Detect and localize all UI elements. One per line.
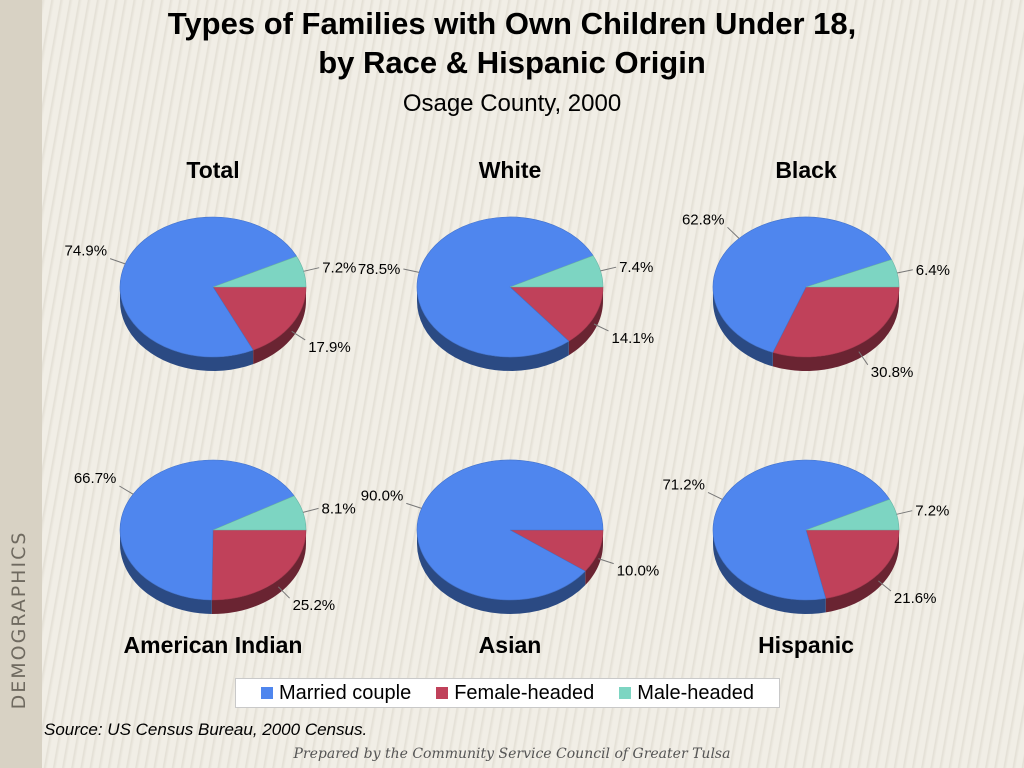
pie-slice-side	[211, 530, 306, 614]
label-leader-line	[707, 491, 723, 500]
pie-slice-married	[416, 459, 604, 601]
label-leader-line	[109, 258, 126, 265]
pie-slice-side	[417, 530, 586, 614]
pie-slice-side	[253, 287, 306, 365]
pie-data-label: 7.2%	[322, 260, 356, 277]
pie-data-label: 6.4%	[916, 262, 950, 279]
label-leader-line	[858, 351, 869, 366]
title-line-2: by Race & Hispanic Origin	[318, 45, 706, 80]
pie-slice-side	[120, 287, 254, 371]
pie-title: Asian	[479, 632, 542, 658]
pie-slice-married	[712, 216, 893, 353]
pie-data-label: 62.8%	[682, 211, 725, 228]
label-leader-line	[878, 580, 892, 592]
pie-title: Black	[775, 157, 837, 183]
pie-black: Black 30.8% 62.8% 6.4%	[682, 157, 950, 381]
label-leader-line	[406, 502, 422, 509]
pie-slice-married	[119, 459, 295, 601]
pie-slice-side	[825, 530, 899, 613]
pie-hispanic: Hispanic 21.6% 71.2% 7.2%	[662, 459, 949, 658]
pie-data-label: 21.6%	[894, 590, 937, 607]
legend: Married couple Female-headed Male-headed	[235, 678, 780, 708]
chart-subtitle: Osage County, 2000	[402, 90, 622, 117]
pie-data-label: 8.1%	[322, 500, 356, 517]
pie-data-label: 7.4%	[619, 259, 653, 276]
legend-swatch-married	[260, 687, 273, 699]
sidebar-band: DEMOGRAPHICS	[0, 0, 42, 768]
legend-label-married: Married couple	[278, 681, 412, 704]
pie-title: White	[479, 157, 542, 183]
pie-data-label: 74.9%	[65, 243, 108, 260]
label-leader-line	[291, 330, 306, 341]
pie-slice-female	[212, 286, 307, 351]
pie-data-label: 7.2%	[915, 503, 949, 520]
pie-data-label: 30.8%	[871, 364, 914, 381]
label-leader-line	[600, 266, 617, 272]
pie-white: White 14.1% 78.5% 7.4%	[358, 157, 654, 371]
pie-data-label: 10.0%	[617, 563, 660, 580]
pie-slice-side	[713, 287, 773, 367]
footer-credit: Prepared by the Community Service Counci…	[293, 746, 731, 762]
pie-slice-side	[417, 287, 569, 371]
label-leader-line	[598, 558, 614, 565]
pie-data-label: 78.5%	[358, 261, 401, 278]
pie-data-label: 25.2%	[293, 597, 336, 614]
pie-slice-male	[805, 259, 900, 288]
label-leader-line	[897, 269, 913, 274]
pie-slice-female	[211, 529, 307, 601]
pie-asian: Asian 10.0% 90.0%	[361, 459, 660, 658]
pie-data-label: 90.0%	[361, 487, 404, 504]
pie-slice-side	[713, 530, 826, 614]
pie-slice-female	[509, 286, 604, 342]
pie-total: Total 17.9% 74.9% 7.2%	[65, 157, 356, 371]
pie-data-label: 71.2%	[662, 476, 705, 493]
label-leader-line	[303, 267, 320, 272]
legend-label-female: Female-headed	[454, 681, 595, 704]
pie-data-label: 14.1%	[612, 330, 655, 347]
source-note: Source: US Census Bureau, 2000 Census.	[44, 720, 368, 739]
pie-title: Total	[186, 157, 239, 183]
pie-title: American Indian	[124, 632, 303, 658]
legend-label-male: Male-headed	[637, 681, 754, 704]
pie-slice-side	[585, 530, 603, 586]
label-leader-line	[403, 268, 420, 273]
legend-item-male: Male-headed	[619, 682, 754, 705]
label-leader-line	[593, 323, 609, 332]
label-leader-line	[277, 586, 290, 599]
label-leader-line	[727, 226, 740, 239]
pie-slice-side	[568, 287, 603, 356]
pie-data-label: 17.9%	[308, 339, 351, 356]
title-line-1: Types of Families with Own Children Unde…	[167, 6, 857, 41]
pie-slice-side	[772, 287, 899, 371]
legend-item-female: Female-headed	[436, 682, 594, 705]
pie-slice-married	[119, 216, 298, 358]
legend-item-married: Married couple	[260, 681, 412, 705]
legend-swatch-female	[436, 687, 449, 699]
pie-slice-female	[772, 286, 900, 358]
pie-title: Hispanic	[758, 632, 854, 658]
pie-data-label: 66.7%	[74, 470, 117, 487]
pie-slice-female	[805, 529, 900, 599]
chart-title: Types of Families with Own Children Unde…	[0, 4, 1024, 82]
legend-swatch-male	[619, 687, 632, 699]
pie-american-indian: American Indian 25.2% 66.7% 8.1%	[74, 459, 356, 658]
label-leader-line	[896, 510, 913, 515]
label-leader-line	[119, 485, 134, 495]
label-leader-line	[302, 507, 319, 513]
